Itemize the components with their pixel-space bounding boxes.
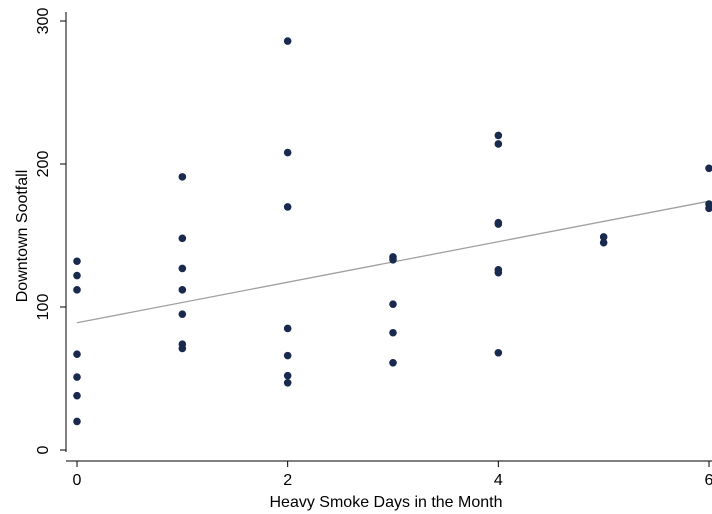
data-point — [178, 310, 187, 318]
data-point — [178, 344, 187, 353]
y-tick-label: 100 — [35, 294, 52, 321]
data-point — [178, 286, 187, 294]
data-point — [389, 300, 397, 308]
x-tick-label: 4 — [494, 472, 503, 489]
y-tick-label: 0 — [35, 445, 52, 454]
data-point — [599, 238, 608, 247]
x-tick-label: 6 — [705, 472, 712, 489]
y-tick-label: 200 — [35, 151, 52, 178]
data-point — [494, 348, 503, 357]
data-points — [73, 37, 712, 426]
data-point — [283, 203, 292, 211]
data-point — [283, 148, 292, 157]
y-ticks: 0 100 200 300 — [35, 8, 66, 454]
y-tick-label: 300 — [35, 8, 52, 35]
data-point — [494, 220, 503, 228]
data-point — [389, 256, 397, 264]
data-point — [283, 37, 292, 45]
x-tick-label: 0 — [73, 472, 82, 489]
x-ticks: 0 2 4 6 — [73, 461, 712, 489]
x-axis-label: Heavy Smoke Days in the Month — [270, 494, 503, 511]
data-point — [283, 371, 292, 380]
data-point — [73, 350, 81, 358]
data-point — [494, 131, 503, 140]
data-point — [283, 351, 292, 360]
x-tick-label: 2 — [283, 472, 292, 489]
axes — [65, 12, 712, 462]
data-point — [73, 257, 81, 266]
data-point — [73, 373, 81, 381]
data-point — [178, 173, 187, 181]
data-point — [599, 233, 608, 241]
data-point — [283, 324, 292, 333]
data-point — [705, 164, 712, 173]
data-point — [73, 417, 81, 426]
data-point — [178, 234, 187, 243]
data-point — [705, 204, 712, 213]
data-point — [73, 271, 81, 280]
data-point — [494, 268, 503, 277]
data-point — [494, 140, 503, 148]
data-point — [73, 286, 81, 294]
data-point — [73, 391, 81, 400]
y-axis-label: Downtown Sootfall — [14, 170, 31, 303]
data-point — [389, 358, 397, 367]
data-point — [283, 378, 292, 387]
data-point — [389, 328, 397, 337]
data-point — [178, 264, 187, 273]
